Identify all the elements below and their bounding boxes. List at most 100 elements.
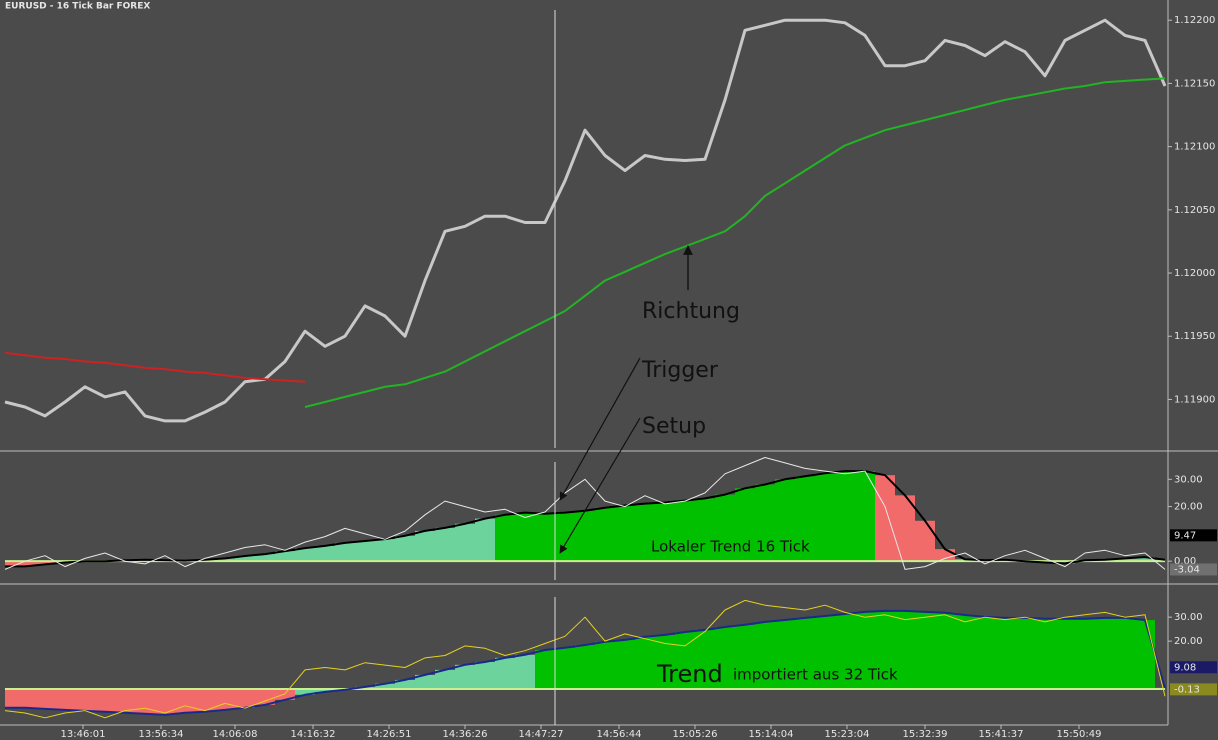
- chart-title: EURUSD - 16 Tick Bar FOREX: [5, 2, 150, 12]
- histogram-bar: [655, 502, 675, 562]
- histogram-bar: [255, 554, 275, 562]
- y-tick-label: 20.00: [1174, 502, 1203, 513]
- histogram-bar: [1135, 620, 1155, 690]
- x-tick-label: 15:05:26: [673, 729, 718, 740]
- histogram-bar: [615, 505, 635, 562]
- x-tick-label: 14:36:26: [443, 729, 488, 740]
- x-tick-label: 14:26:51: [367, 729, 412, 740]
- histogram-bar: [875, 475, 895, 562]
- series-line: [304, 77, 1166, 408]
- histogram-bar: [915, 520, 935, 562]
- arrow: [559, 357, 641, 501]
- histogram-bar: [435, 527, 455, 562]
- histogram-bar: [315, 689, 335, 692]
- annotation: Trigger: [641, 358, 719, 383]
- histogram-bar: [575, 510, 595, 562]
- histogram-bar: [975, 616, 995, 690]
- histogram-bar: [595, 641, 615, 690]
- histogram-bar: [495, 514, 515, 562]
- histogram-bar: [395, 679, 415, 690]
- series-line: [4, 18, 1167, 423]
- x-tick-label: 14:16:32: [291, 729, 336, 740]
- histogram-bar: [935, 549, 955, 562]
- histogram-bar: [35, 561, 55, 565]
- annotation: Trend: [656, 660, 723, 688]
- histogram-bar: [1055, 618, 1075, 690]
- histogram-bar: [435, 669, 455, 690]
- y-tick-label: 1.12000: [1174, 268, 1215, 279]
- histogram-bar: [1115, 617, 1135, 690]
- plot-layer: 1.12200 1.12150 1.12100 1.12050 1.12000 1.119…: [4, 15, 1217, 740]
- histogram-bar: [335, 542, 355, 562]
- histogram-bar: [535, 513, 555, 562]
- histogram-bar: [895, 495, 915, 562]
- last-value-label: 9.47: [1174, 530, 1196, 541]
- annotation: importiert aus 32 Tick: [733, 666, 898, 684]
- annotation: Richtung: [642, 299, 740, 324]
- y-tick-label: 1.11900: [1174, 394, 1215, 405]
- histogram-bar: [215, 558, 235, 562]
- y-tick-label: 1.12200: [1174, 15, 1215, 26]
- histogram-bar: [835, 614, 855, 690]
- histogram-bar: [215, 689, 235, 710]
- last-value-box: [1170, 563, 1217, 576]
- histogram-bar: [675, 632, 695, 690]
- series-line: [4, 351, 306, 383]
- histogram-bar: [715, 626, 735, 690]
- histogram-bar: [675, 500, 695, 562]
- x-tick-label: 15:23:04: [825, 729, 870, 740]
- histogram-bar: [1135, 557, 1155, 562]
- histogram-bar: [935, 612, 955, 690]
- last-value-label: -3.04: [1174, 564, 1200, 575]
- y-tick-label: 30.00: [1174, 474, 1203, 485]
- histogram-bar: [595, 507, 615, 562]
- last-value-label: 9.08: [1174, 662, 1196, 673]
- histogram-bar: [375, 539, 395, 562]
- histogram-bar: [615, 639, 635, 690]
- x-tick-label: 15:50:49: [1057, 729, 1102, 740]
- histogram-bar: [815, 473, 835, 562]
- histogram-bar: [695, 498, 715, 562]
- histogram-bar: [1095, 617, 1115, 690]
- histogram-bar: [255, 689, 275, 705]
- histogram-bar: [875, 610, 895, 690]
- histogram-bar: [855, 471, 875, 562]
- histogram-bar: [95, 689, 115, 712]
- y-tick-label: 0.00: [1174, 556, 1196, 567]
- histogram-bar: [715, 494, 735, 562]
- histogram-bar: [5, 561, 15, 567]
- histogram-bar: [775, 479, 795, 562]
- histogram-bar: [455, 664, 475, 690]
- histogram-bar: [1035, 618, 1055, 690]
- x-tick-label: 15:41:37: [979, 729, 1024, 740]
- x-tick-label: 13:56:34: [139, 729, 184, 740]
- x-tick-label: 15:14:04: [749, 729, 794, 740]
- histogram-bar: [475, 661, 495, 690]
- histogram-bar: [355, 540, 375, 562]
- histogram-bar: [415, 530, 435, 562]
- histogram-bar: [1015, 617, 1035, 690]
- histogram-bar: [375, 683, 395, 690]
- histogram-bar: [55, 689, 75, 710]
- y-tick-label: 1.12150: [1174, 78, 1215, 89]
- histogram-bar: [735, 488, 755, 562]
- annotation: Setup: [642, 414, 706, 439]
- histogram-bar: [575, 644, 595, 690]
- histogram-bar: [395, 535, 415, 562]
- x-tick-label: 14:47:27: [519, 729, 564, 740]
- arrow: [559, 417, 641, 554]
- x-tick-label: 14:56:44: [597, 729, 642, 740]
- last-value-box: [1170, 661, 1217, 674]
- histogram-bar: [775, 620, 795, 690]
- histogram-bar: [235, 689, 255, 708]
- histogram-bar: [115, 689, 135, 713]
- histogram-bar: [155, 689, 175, 715]
- histogram-bar: [915, 611, 935, 690]
- histogram-bar: [755, 484, 775, 562]
- series-line: [4, 599, 1166, 719]
- histogram-bar: [415, 674, 435, 690]
- histogram-bar: [475, 518, 495, 562]
